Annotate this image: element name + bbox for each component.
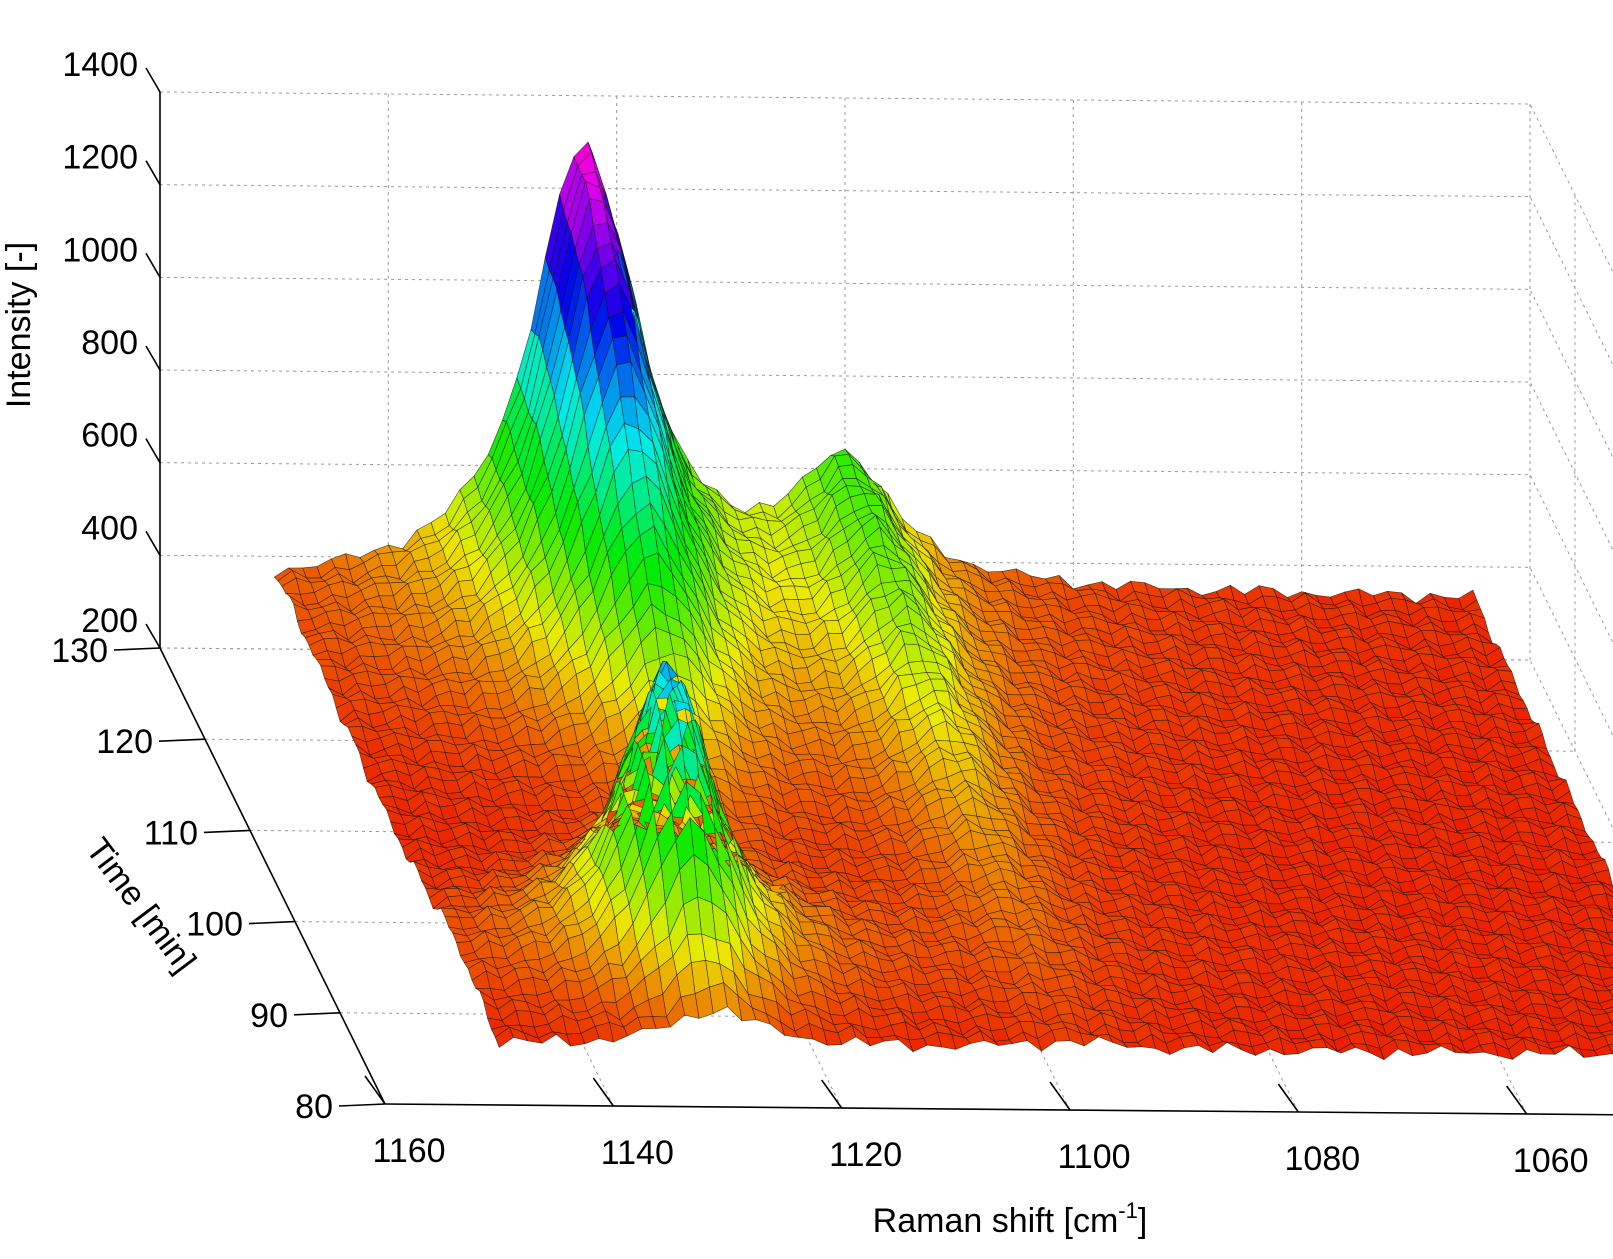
z-tick-label: 800 — [81, 324, 138, 362]
y-tick-mark — [339, 1104, 385, 1106]
y-axis-title: Time [min] — [78, 831, 203, 980]
y-tick-label: 130 — [51, 632, 108, 670]
z-tick-mark — [146, 531, 160, 555]
z-tick-mark — [146, 253, 160, 277]
x-tick-label: 1060 — [1513, 1142, 1589, 1180]
y-tick-label: 90 — [250, 997, 288, 1035]
grid-line-side-z — [1530, 197, 1613, 653]
z-tick-label: 400 — [81, 509, 138, 547]
x-tick-label: 1140 — [601, 1134, 674, 1172]
y-tick-label: 120 — [96, 723, 153, 761]
z-tick-label: 1400 — [62, 46, 138, 84]
y-tick-label: 100 — [186, 906, 243, 944]
z-tick-mark — [146, 346, 160, 370]
x-tick-mark — [1507, 1086, 1527, 1114]
x-tick-label: 1160 — [372, 1132, 445, 1170]
y-tick-mark — [159, 739, 205, 741]
y-tick-mark — [204, 830, 250, 832]
grid-line-side-z — [1530, 289, 1613, 745]
grid-line-side-z — [1530, 104, 1613, 560]
x-tick-mark — [1278, 1084, 1298, 1112]
z-tick-label: 1200 — [62, 139, 138, 177]
x-axis-line — [385, 1104, 1613, 1116]
z-tick-mark — [146, 624, 160, 648]
z-tick-label: 600 — [81, 417, 138, 455]
y-tick-mark — [114, 648, 160, 650]
z-tick-mark — [146, 439, 160, 463]
x-tick-mark — [1050, 1082, 1070, 1110]
x-tick-mark — [822, 1080, 842, 1108]
x-tick-label: 1120 — [829, 1136, 902, 1174]
z-axis-title: Intensity [-] — [0, 242, 38, 408]
z-tick-mark — [146, 68, 160, 92]
x-tick-label: 1080 — [1285, 1140, 1361, 1178]
y-tick-mark — [249, 922, 295, 924]
x-axis-title-end: ] — [1138, 1202, 1147, 1240]
y-tick-mark — [294, 1013, 340, 1015]
z-tick-mark — [146, 161, 160, 185]
x-tick-label: 1100 — [1057, 1138, 1130, 1176]
x-tick-mark — [365, 1076, 385, 1104]
x-axis-title-superscript: -1 — [1118, 1198, 1138, 1223]
z-tick-label: 1000 — [62, 231, 138, 269]
y-tick-label: 110 — [144, 814, 198, 852]
x-axis-title: Raman shift [cm-1] — [873, 1198, 1148, 1240]
x-tick-mark — [593, 1078, 613, 1106]
y-tick-label: 80 — [295, 1088, 333, 1126]
x-axis-title-main: Raman shift [cm — [873, 1202, 1119, 1240]
